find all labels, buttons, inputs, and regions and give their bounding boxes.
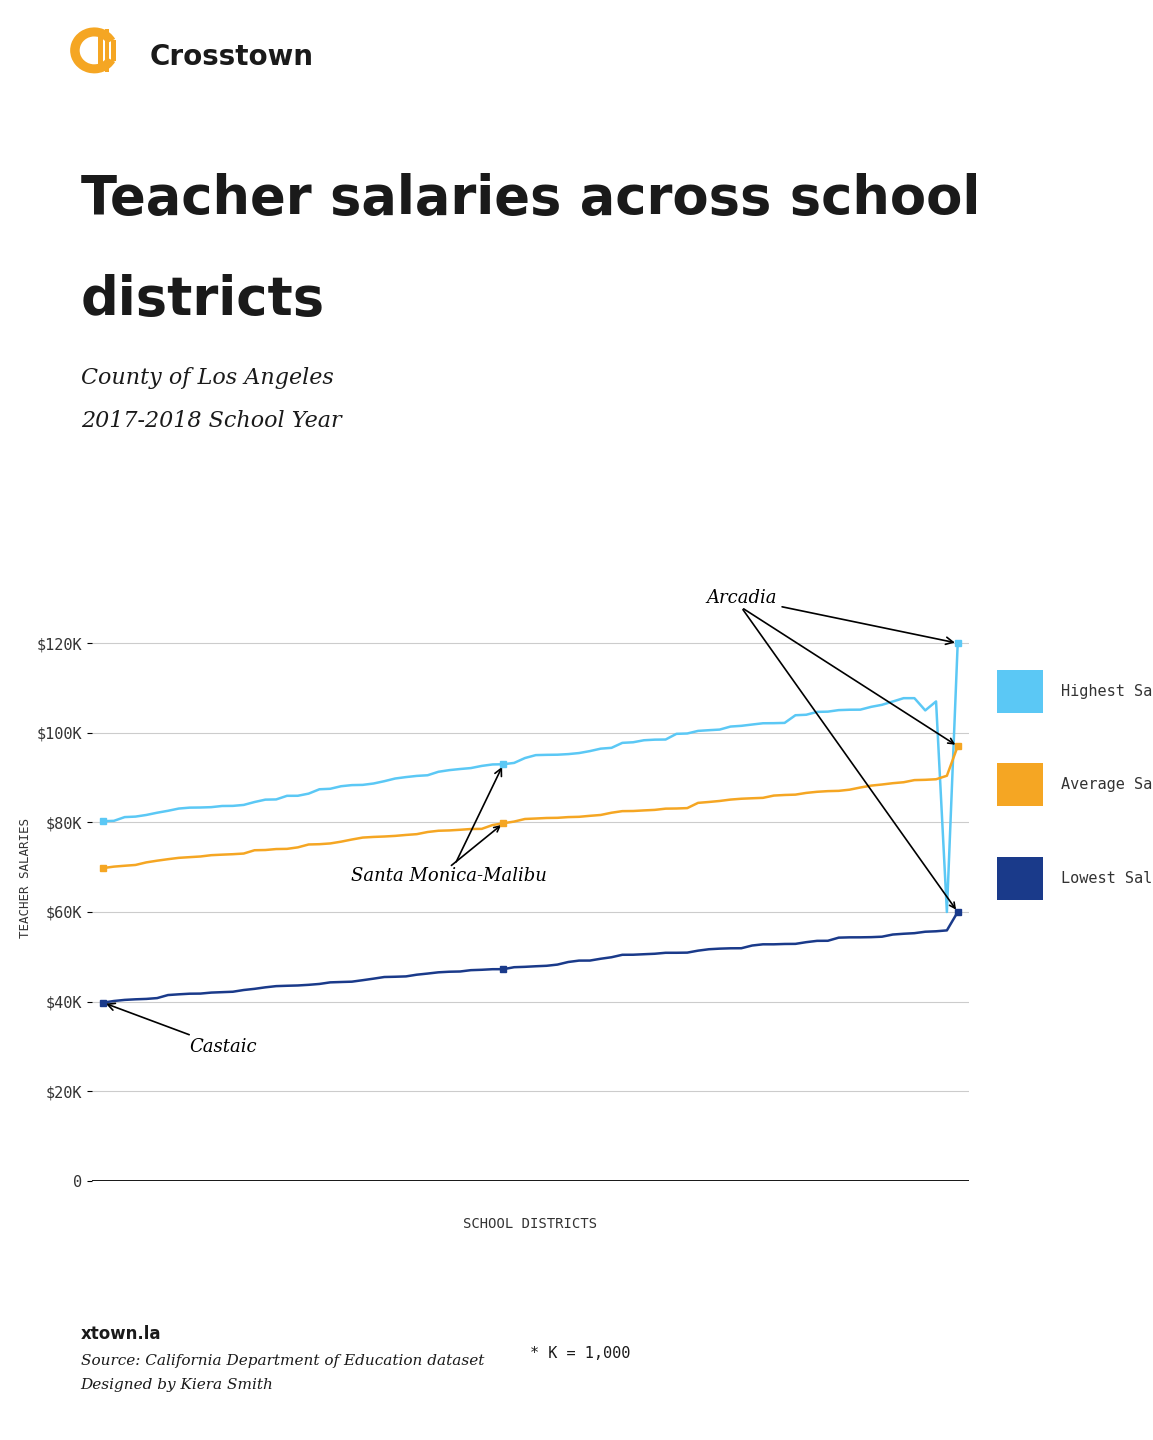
Bar (105, 29, 110, 72)
Text: 2017-2018 School Year: 2017-2018 School Year (81, 410, 341, 432)
Wedge shape (70, 27, 115, 73)
Bar (98, 35, 103, 65)
Text: * K = 1,000: * K = 1,000 (530, 1346, 631, 1361)
Bar (111, 40, 115, 60)
Text: Crosstown: Crosstown (150, 43, 314, 71)
Text: SCHOOL DISTRICTS: SCHOOL DISTRICTS (464, 1217, 597, 1231)
Text: Arcadia: Arcadia (706, 589, 954, 644)
Text: xtown.la: xtown.la (81, 1325, 161, 1342)
Text: County of Los Angeles: County of Los Angeles (81, 367, 333, 389)
Text: Castaic: Castaic (107, 1004, 257, 1057)
Text: Designed by Kiera Smith: Designed by Kiera Smith (81, 1378, 273, 1392)
Text: Lowest Salary: Lowest Salary (1061, 871, 1153, 886)
Text: Teacher salaries across school: Teacher salaries across school (81, 173, 980, 225)
Text: Santa Monica-Malibu: Santa Monica-Malibu (352, 769, 548, 886)
Y-axis label: TEACHER SALARIES: TEACHER SALARIES (20, 818, 32, 939)
Text: Average Salary: Average Salary (1061, 778, 1153, 792)
Text: districts: districts (81, 274, 325, 325)
Text: Highest Salary: Highest Salary (1061, 684, 1153, 698)
Text: Source: California Department of Education dataset: Source: California Department of Educati… (81, 1354, 484, 1368)
